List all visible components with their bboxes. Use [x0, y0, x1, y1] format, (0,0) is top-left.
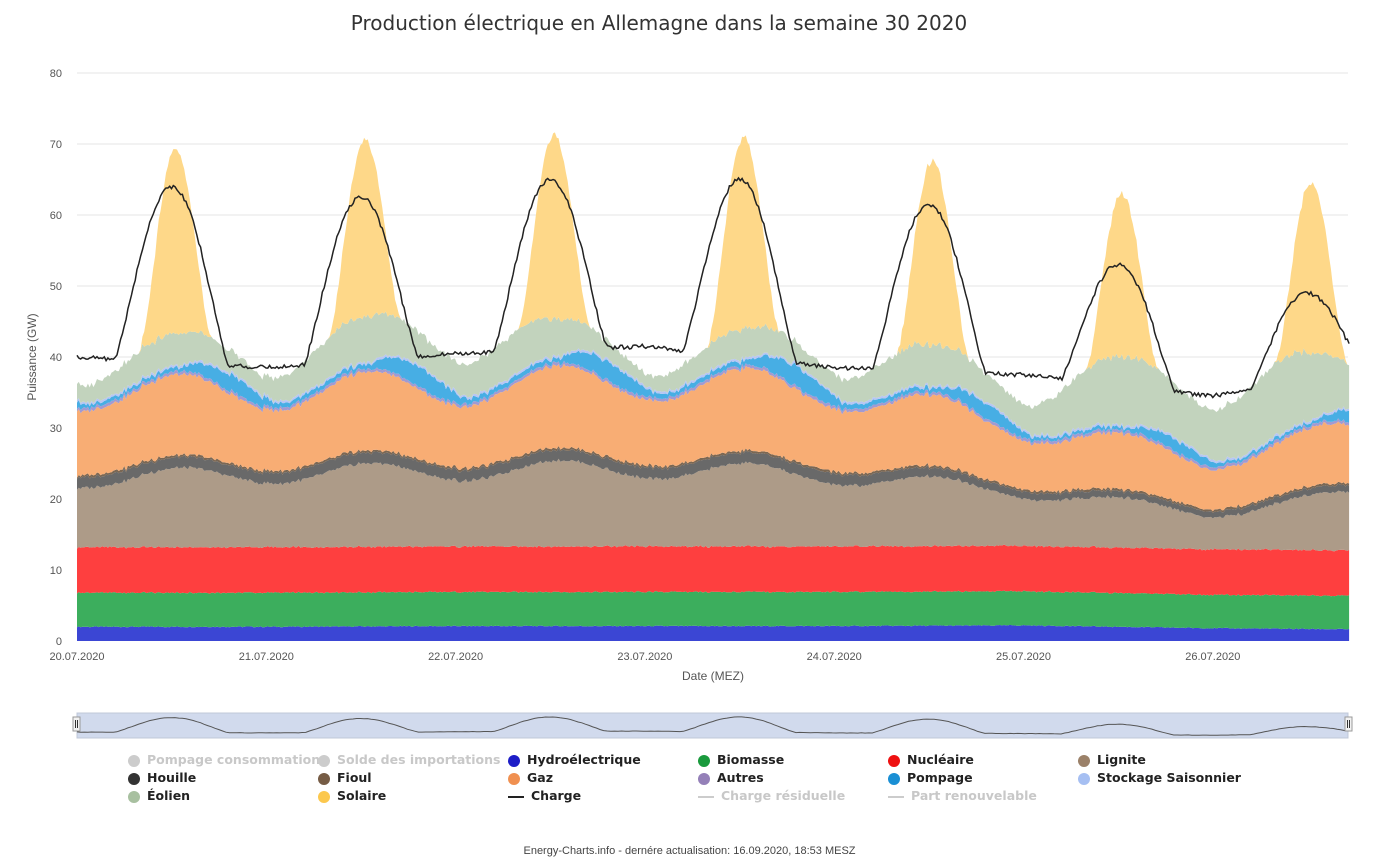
legend-symbol-icon	[508, 754, 520, 767]
x-tick-label: 23.07.2020	[617, 651, 672, 663]
legend-symbol-icon	[698, 795, 714, 798]
y-tick-label: 60	[50, 210, 62, 222]
legend-item-nucleaire[interactable]: Nucléaire	[888, 752, 974, 770]
area-eolien[interactable]	[77, 311, 1350, 462]
energy-chart: Production électrique en Allemagne dans …	[25, 11, 1353, 739]
legend-symbol-icon	[698, 772, 710, 785]
navigator-track[interactable]	[76, 712, 1349, 739]
legend-symbol-icon	[508, 795, 524, 798]
legend-label: Pompage consommation	[147, 752, 321, 767]
legend-symbol-icon	[128, 754, 140, 767]
navigator-series-line	[76, 716, 1349, 736]
area-autres[interactable]	[77, 360, 1350, 471]
y-tick-label: 40	[50, 352, 62, 364]
legend-symbol-icon	[508, 772, 520, 785]
x-tick-label: 26.07.2020	[1185, 651, 1240, 663]
legend-item-pompage[interactable]: Pompage	[888, 770, 973, 788]
area-biomasse[interactable]	[77, 590, 1350, 630]
x-tick-labels: 20.07.2020 21.07.2020 22.07.2020 23.07.2020…	[49, 651, 1240, 663]
legend-symbol-icon	[1078, 772, 1090, 785]
legend-label: Gaz	[527, 770, 553, 785]
y-tick-label: 0	[56, 636, 62, 648]
legend-item-houille[interactable]: Houille	[128, 770, 196, 788]
legend-item-charge[interactable]: Charge	[508, 788, 581, 806]
legend-label: Pompage	[907, 770, 973, 785]
legend-label: Stockage Saisonnier	[1097, 770, 1241, 785]
legend-item-fioul[interactable]: Fioul	[318, 770, 372, 788]
area-nucleaire[interactable]	[77, 544, 1350, 597]
legend-label: Charge	[531, 788, 582, 803]
legend-label: Nucléaire	[907, 752, 974, 767]
legend-item-solaire[interactable]: Solaire	[318, 788, 386, 806]
legend-label: Lignite	[1097, 752, 1146, 767]
legend-symbol-icon	[318, 790, 330, 803]
area-stockage-saisonnier[interactable]	[77, 348, 1350, 464]
legend-label: Hydroélectrique	[527, 752, 641, 767]
legend-label: Charge résiduelle	[721, 788, 846, 803]
x-axis-title: Date (MEZ)	[682, 669, 744, 683]
legend-item-lignite[interactable]: Lignite	[1078, 752, 1146, 770]
legend-symbol-icon	[888, 772, 900, 785]
legend-item-gaz[interactable]: Gaz	[508, 770, 553, 788]
x-tick-label: 22.07.2020	[428, 651, 483, 663]
y-axis-title: Puissance (GW)	[25, 313, 39, 400]
legend-label: Biomasse	[717, 752, 785, 767]
legend-symbol-icon	[318, 772, 330, 785]
navigator-handle-left[interactable]	[72, 716, 81, 732]
legend-symbol-icon	[1078, 754, 1090, 767]
area-gaz[interactable]	[77, 363, 1350, 512]
legend-label: Fioul	[337, 770, 372, 785]
legend-item-part-renouvelable[interactable]: Part renouvelable	[888, 788, 1037, 806]
legend-label: Éolien	[147, 788, 191, 803]
area-lignite[interactable]	[77, 458, 1350, 552]
legend-item-eolien[interactable]: Éolien	[128, 788, 190, 806]
y-tick-label: 80	[50, 68, 62, 80]
y-tick-label: 10	[50, 565, 62, 577]
legend-symbol-icon	[698, 754, 710, 767]
legend-symbol-icon	[888, 754, 900, 767]
legend-symbol-icon	[318, 754, 330, 767]
chart-title: Production électrique en Allemagne dans …	[351, 11, 967, 35]
legend-label: Solde des importations	[337, 752, 501, 767]
legend-item-autres[interactable]: Autres	[698, 770, 764, 788]
legend-label: Autres	[717, 770, 764, 785]
x-tick-label: 25.07.2020	[996, 651, 1051, 663]
load-line-group[interactable]	[76, 176, 1350, 399]
legend-symbol-icon	[888, 795, 904, 798]
legend-item-stockage-saisonnier[interactable]: Stockage Saisonnier	[1078, 770, 1241, 788]
x-tick-label: 24.07.2020	[807, 651, 862, 663]
legend-item-solde-des-importations[interactable]: Solde des importations	[318, 752, 500, 770]
legend-symbol-icon	[128, 790, 140, 803]
legend-item-biomasse[interactable]: Biomasse	[698, 752, 784, 770]
legend-item-charge-residuelle[interactable]: Charge résiduelle	[698, 788, 845, 806]
footer-credits: Energy-Charts.info - dernére actualisati…	[523, 845, 856, 857]
x-tick-label: 20.07.2020	[49, 651, 104, 663]
y-tick-label: 20	[50, 494, 62, 506]
legend-item-pompage-consommation[interactable]: Pompage consommation	[128, 752, 320, 770]
navigator-handle-right[interactable]	[1344, 716, 1353, 732]
y-tick-label: 30	[50, 423, 62, 435]
area-houille[interactable]	[77, 448, 1350, 519]
x-tick-label: 21.07.2020	[239, 651, 294, 663]
legend-item-hydroelectrique[interactable]: Hydroélectrique	[508, 752, 641, 770]
legend-label: Solaire	[337, 788, 387, 803]
load-line[interactable]	[76, 176, 1350, 399]
y-tick-label: 50	[50, 281, 62, 293]
legend-label: Houille	[147, 770, 197, 785]
area-hydroelectrique[interactable]	[77, 625, 1350, 641]
stacked-areas[interactable]	[77, 132, 1350, 641]
legend-symbol-icon	[128, 772, 140, 785]
area-pompage[interactable]	[77, 350, 1350, 468]
y-tick-label: 70	[50, 139, 62, 151]
navigator[interactable]	[72, 712, 1353, 739]
y-tick-labels: 0 10 20 30 40 50 60 70 80	[50, 68, 62, 648]
legend-label: Part renouvelable	[911, 788, 1037, 803]
